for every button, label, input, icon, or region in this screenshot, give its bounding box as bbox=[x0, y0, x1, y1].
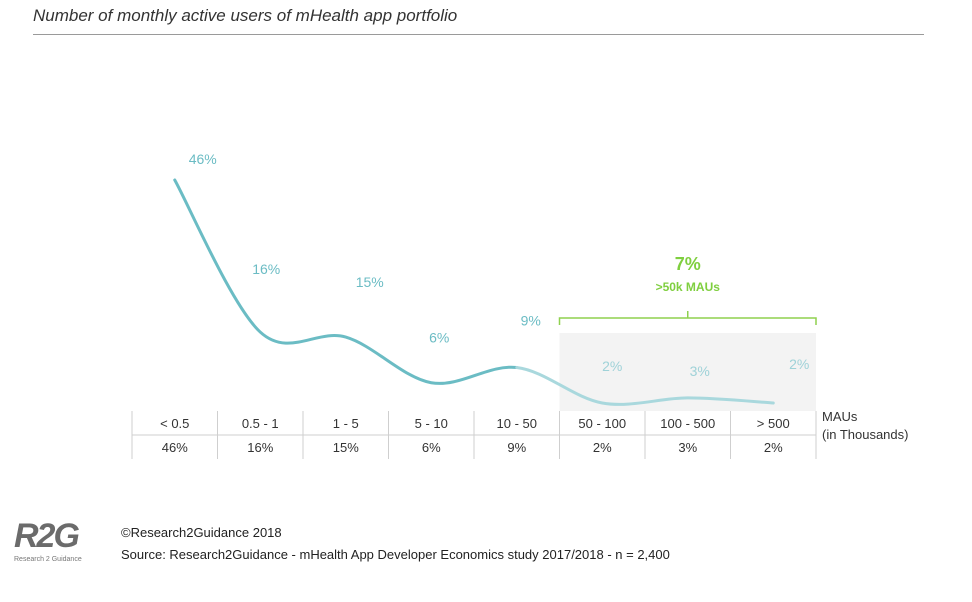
tick-label: > 500 bbox=[757, 416, 790, 431]
chart-title: Number of monthly active users of mHealt… bbox=[33, 6, 458, 25]
logo-mark: R2G bbox=[14, 517, 80, 555]
tick-label: 1 - 5 bbox=[333, 416, 359, 431]
r2g-logo: R2G Research 2 Guidance bbox=[14, 518, 98, 570]
value-label: 46% bbox=[189, 151, 217, 167]
tick-label: 0.5 - 1 bbox=[242, 416, 279, 431]
copyright-text: ©Research2Guidance 2018 bbox=[121, 525, 282, 540]
tick-label: 5 - 10 bbox=[415, 416, 448, 431]
x-unit-sublabel: (in Thousands) bbox=[822, 427, 908, 442]
table-value: 15% bbox=[333, 440, 359, 455]
series-line-highlighted bbox=[515, 366, 775, 406]
table-value: 3% bbox=[678, 440, 697, 455]
value-label: 3% bbox=[690, 363, 710, 379]
value-label: 16% bbox=[252, 261, 280, 277]
table-value: 6% bbox=[422, 440, 441, 455]
value-label: 6% bbox=[429, 330, 449, 346]
value-label: 15% bbox=[356, 274, 384, 290]
tick-label: 10 - 50 bbox=[497, 416, 537, 431]
table-value: 9% bbox=[507, 440, 526, 455]
tick-label: < 0.5 bbox=[160, 416, 189, 431]
source-note: Source: Research2Guidance - mHealth App … bbox=[121, 547, 670, 562]
series-line bbox=[173, 178, 775, 406]
series-line-main bbox=[173, 178, 519, 385]
value-label: 9% bbox=[521, 313, 541, 329]
title-divider bbox=[33, 34, 924, 35]
table-value: 2% bbox=[764, 440, 783, 455]
data-table: < 0.5 0.5 - 1 1 - 5 5 - 10 10 - 50 50 - 100 10… bbox=[131, 411, 817, 459]
table-value: 2% bbox=[593, 440, 612, 455]
value-label: 2% bbox=[789, 356, 809, 372]
value-label: 2% bbox=[602, 358, 622, 374]
value-labels: 46% 16% 15% 6% 9% 2% 3% 2% bbox=[189, 151, 810, 379]
logo-subtitle: Research 2 Guidance bbox=[14, 556, 82, 563]
table-value: 46% bbox=[162, 440, 188, 455]
tick-label: 50 - 100 bbox=[578, 416, 626, 431]
table-value: 16% bbox=[247, 440, 273, 455]
tick-label: 100 - 500 bbox=[660, 416, 715, 431]
highlight-bracket bbox=[558, 311, 817, 325]
x-unit-label: MAUs bbox=[822, 409, 858, 424]
highlight-label: >50k MAUs bbox=[656, 280, 721, 294]
highlight-value: 7% bbox=[675, 254, 701, 274]
mau-line-chart: 7% >50k MAUs 46% 16% 15% 6% 9% 2% 3% 2% < 0.5 0.… bbox=[131, 151, 908, 459]
